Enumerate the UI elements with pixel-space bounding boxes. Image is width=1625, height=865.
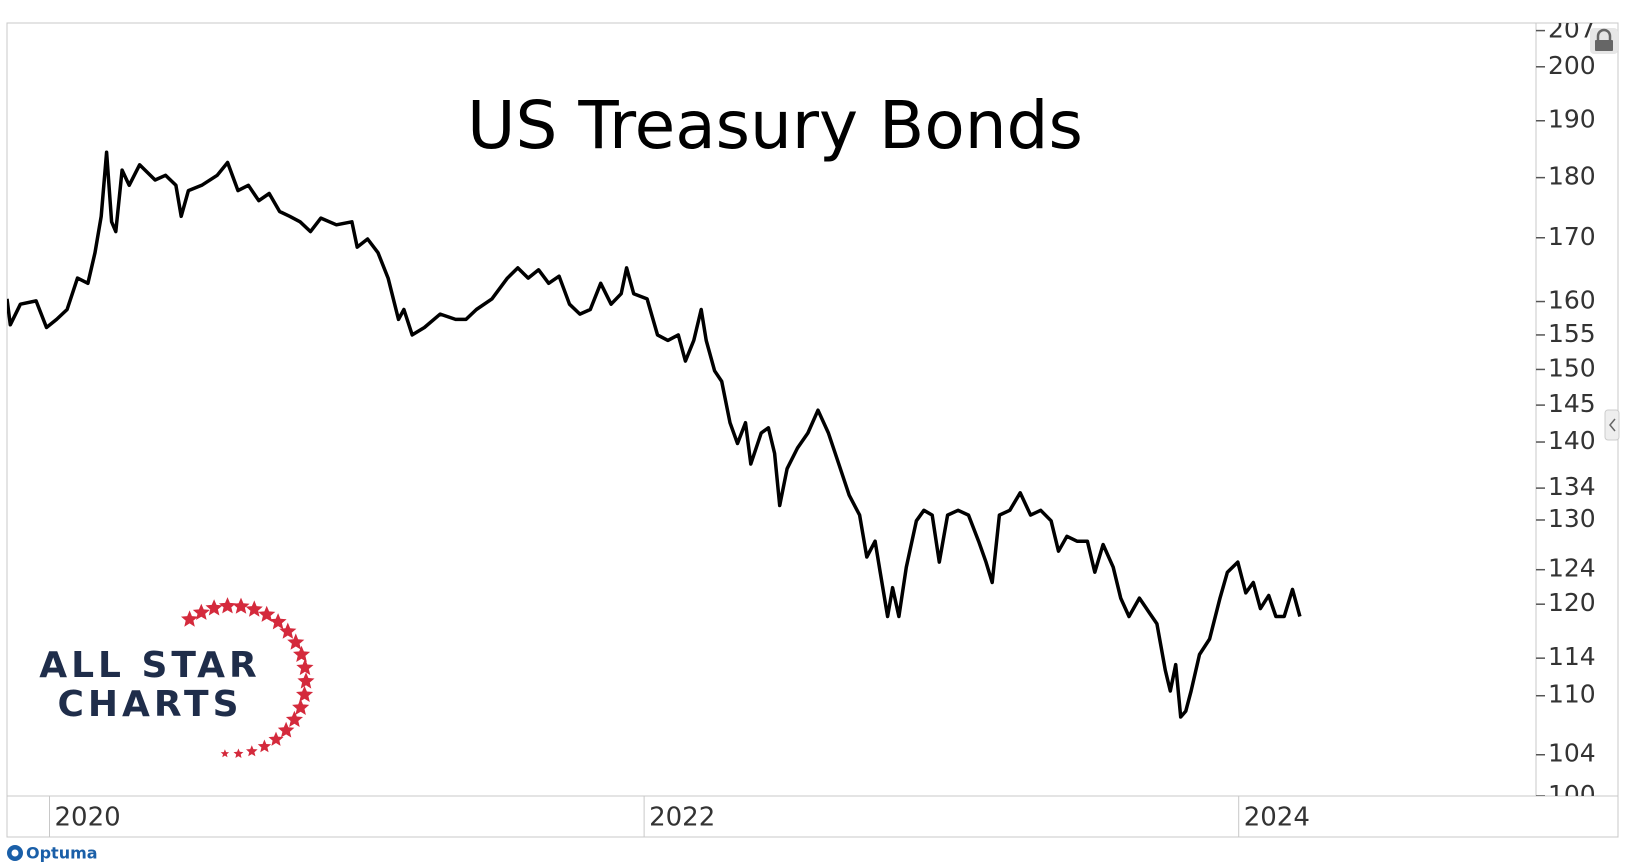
logo-star <box>296 685 314 702</box>
y-tick-label: 110 <box>1548 680 1596 709</box>
logo-star <box>246 745 258 757</box>
logo-stars <box>181 597 315 758</box>
y-axis: 100 104 110 114 120 124 130 134 140 145 150 155 160 1… <box>1536 15 1596 809</box>
y-tick-label: 155 <box>1548 319 1596 348</box>
platform-logo: Optuma <box>7 844 98 863</box>
x-tick-label: 2020 <box>55 803 121 833</box>
y-tick-label: 200 <box>1548 51 1596 80</box>
logo-star <box>181 610 199 627</box>
x-tick-label: 2022 <box>649 803 715 833</box>
y-tick-label: 150 <box>1548 353 1596 382</box>
logo-star <box>245 600 263 617</box>
logo-star <box>220 749 230 758</box>
y-tick-label: 180 <box>1548 162 1596 191</box>
logo-star <box>258 605 276 622</box>
y-tick-label: 190 <box>1548 105 1596 134</box>
logo-star <box>205 599 223 616</box>
logo-text: ALL STAR <box>39 645 261 686</box>
logo-text: CHARTS <box>58 684 243 725</box>
y-tick-label: 207 <box>1548 15 1596 44</box>
logo-star <box>297 672 315 689</box>
logo-star <box>279 622 297 639</box>
price-line <box>7 150 1302 719</box>
logo-star <box>296 658 314 676</box>
logo-star <box>285 710 303 727</box>
x-tick-label: 2024 <box>1244 803 1310 833</box>
y-tick-label: 104 <box>1548 739 1596 768</box>
frame <box>6 22 1619 838</box>
y-tick-label: 130 <box>1548 504 1596 533</box>
chart-title: US Treasury Bonds <box>467 87 1083 164</box>
logo-star <box>269 613 287 630</box>
y-tick-label: 160 <box>1548 286 1596 315</box>
logo-star <box>218 597 236 614</box>
logo-star <box>293 645 311 662</box>
y-tick-label: 134 <box>1548 472 1596 501</box>
lock-icon <box>1590 28 1618 54</box>
logo-star <box>233 748 244 758</box>
logo-star <box>257 739 272 753</box>
logo-star <box>268 731 284 746</box>
y-tick-label: 120 <box>1548 588 1596 617</box>
collapse-button[interactable] <box>1604 409 1620 441</box>
logo-star <box>277 721 295 738</box>
logo-star <box>192 603 210 620</box>
logo: ALL STAR CHARTS <box>39 597 315 758</box>
y-tick-label: 170 <box>1548 222 1596 251</box>
logo-star <box>232 597 250 614</box>
logo-star <box>292 698 310 715</box>
y-tick-label: 100 <box>1548 780 1596 809</box>
platform-name: Optuma <box>26 844 98 863</box>
y-tick-label: 145 <box>1548 389 1596 418</box>
y-tick-label: 140 <box>1548 426 1596 455</box>
y-tick-label: 124 <box>1548 554 1596 583</box>
logo-star <box>287 633 305 650</box>
y-tick-label: 114 <box>1548 642 1596 671</box>
plot-area <box>7 150 1302 719</box>
